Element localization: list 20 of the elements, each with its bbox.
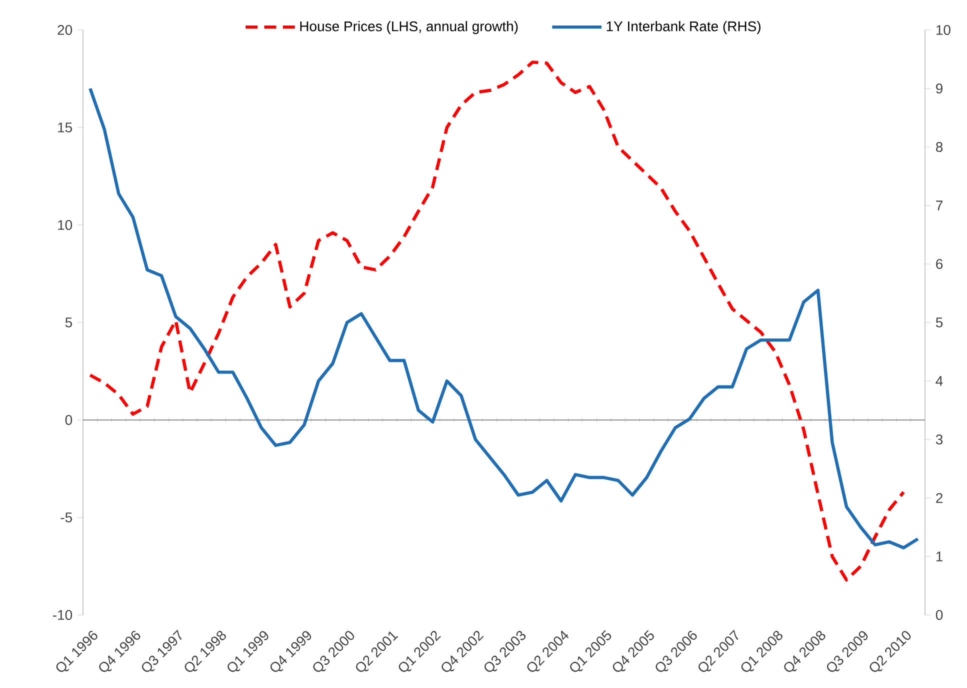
legend-label: 1Y Interbank Rate (RHS): [606, 21, 760, 34]
y2-tick-label: 9: [936, 84, 943, 94]
y2-tick-label: 8: [936, 142, 943, 152]
y-tick-label: 10: [58, 220, 72, 230]
y2-tick-label: 4: [936, 376, 943, 386]
y2-tick-label: 3: [936, 434, 943, 444]
y2-tick-label: 0: [936, 610, 943, 620]
y2-tick-label: 1: [936, 552, 942, 562]
y-tick-label: 5: [65, 318, 72, 328]
y-tick-label: 20: [58, 25, 72, 35]
y2-tick-label: 10: [936, 25, 950, 35]
y2-tick-label: 7: [936, 200, 942, 210]
y2-tick-label: 5: [936, 318, 943, 328]
y-tick-label: 0: [65, 415, 72, 425]
y2-tick-label: 2: [936, 493, 942, 503]
y-tick-label: -5: [60, 512, 72, 522]
y-tick-label: 15: [58, 122, 72, 132]
legend-label: House Prices (LHS, annual growth): [300, 21, 518, 34]
y-tick-label: -10: [53, 610, 72, 620]
y2-tick-label: 6: [936, 259, 943, 269]
